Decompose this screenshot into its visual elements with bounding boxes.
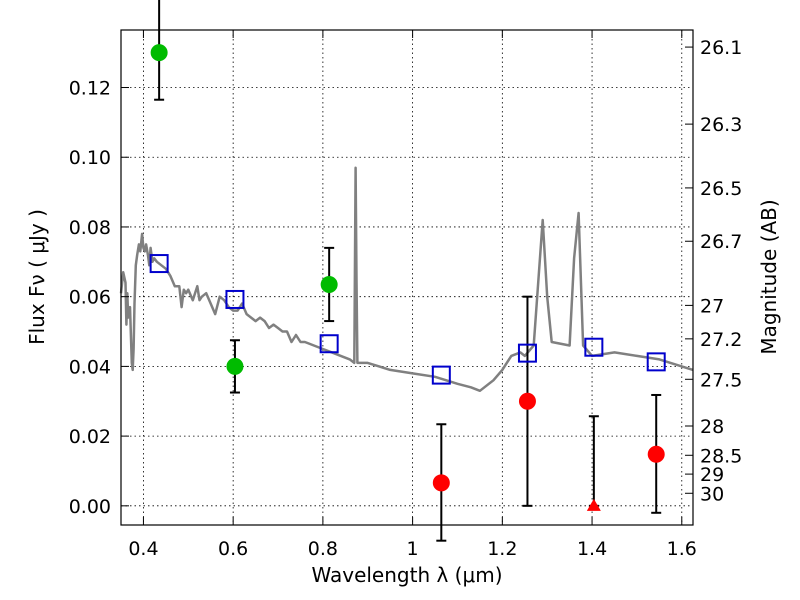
y-axis-title: Flux Fν ( μJy ): [25, 209, 49, 345]
data-point-triangle: [586, 498, 601, 511]
y-tick-label: 0.08: [69, 217, 111, 239]
x-axis-title: Wavelength λ (μm): [311, 563, 502, 587]
plot-frame: [120, 29, 694, 526]
model-point: [517, 343, 537, 363]
y2-tick-label: 30: [700, 483, 724, 505]
data-point: [518, 392, 536, 410]
y-tick-label: 0.12: [69, 78, 111, 100]
x-tick-label: 1.6: [667, 538, 697, 560]
tick-layer: [121, 30, 693, 525]
y2-tick-label: 29: [700, 464, 724, 486]
model-point: [431, 365, 451, 385]
y-tick-label: 0.02: [69, 426, 111, 448]
data-point: [150, 44, 168, 62]
y-tick-label: 0.10: [69, 147, 111, 169]
x-tick-label: 0.4: [128, 538, 158, 560]
model-point: [646, 352, 666, 372]
y2-tick-label: 26.5: [700, 178, 742, 200]
y-tick-label: 0.00: [69, 496, 111, 518]
y2-tick-label: 28: [700, 416, 724, 438]
y-tick-label: 0.06: [69, 287, 111, 309]
model-point: [225, 289, 245, 309]
y2-tick-label: 28.5: [700, 445, 742, 467]
x-tick-label: 0.8: [308, 538, 338, 560]
x-tick-label: 0.6: [218, 538, 248, 560]
x-tick-label: 1.2: [487, 538, 517, 560]
y2-tick-label: 27: [700, 295, 724, 317]
errorbar-layer: [154, 0, 662, 542]
model-point: [319, 334, 339, 354]
model-point: [584, 337, 604, 357]
y2-tick-label: 26.3: [700, 114, 742, 136]
data-point: [647, 445, 665, 463]
y2-tick-label: 26.7: [700, 231, 742, 253]
data-point: [432, 474, 450, 492]
data-point: [320, 275, 338, 293]
y-tick-label: 0.04: [69, 356, 111, 378]
y2-tick-label: 26.1: [700, 37, 742, 59]
spectrum-layer: [119, 166, 694, 393]
marker-layer: [149, 44, 666, 511]
grid: [121, 30, 693, 525]
y2-tick-label: 27.2: [700, 329, 742, 351]
data-point: [226, 357, 244, 375]
tick-labels: 0.4 0.6 0.8 1 1.2 1.4 1.6 0.12 0.10 0.08 0.06 0.04 0…: [69, 37, 743, 560]
y2-axis-title: Magnitude (AB): [757, 199, 781, 354]
y2-tick-label: 27.5: [700, 369, 742, 391]
spectrum-line: [119, 166, 694, 393]
x-tick-label: 1.4: [577, 538, 607, 560]
x-tick-label: 1: [407, 538, 419, 560]
model-point: [149, 254, 169, 274]
